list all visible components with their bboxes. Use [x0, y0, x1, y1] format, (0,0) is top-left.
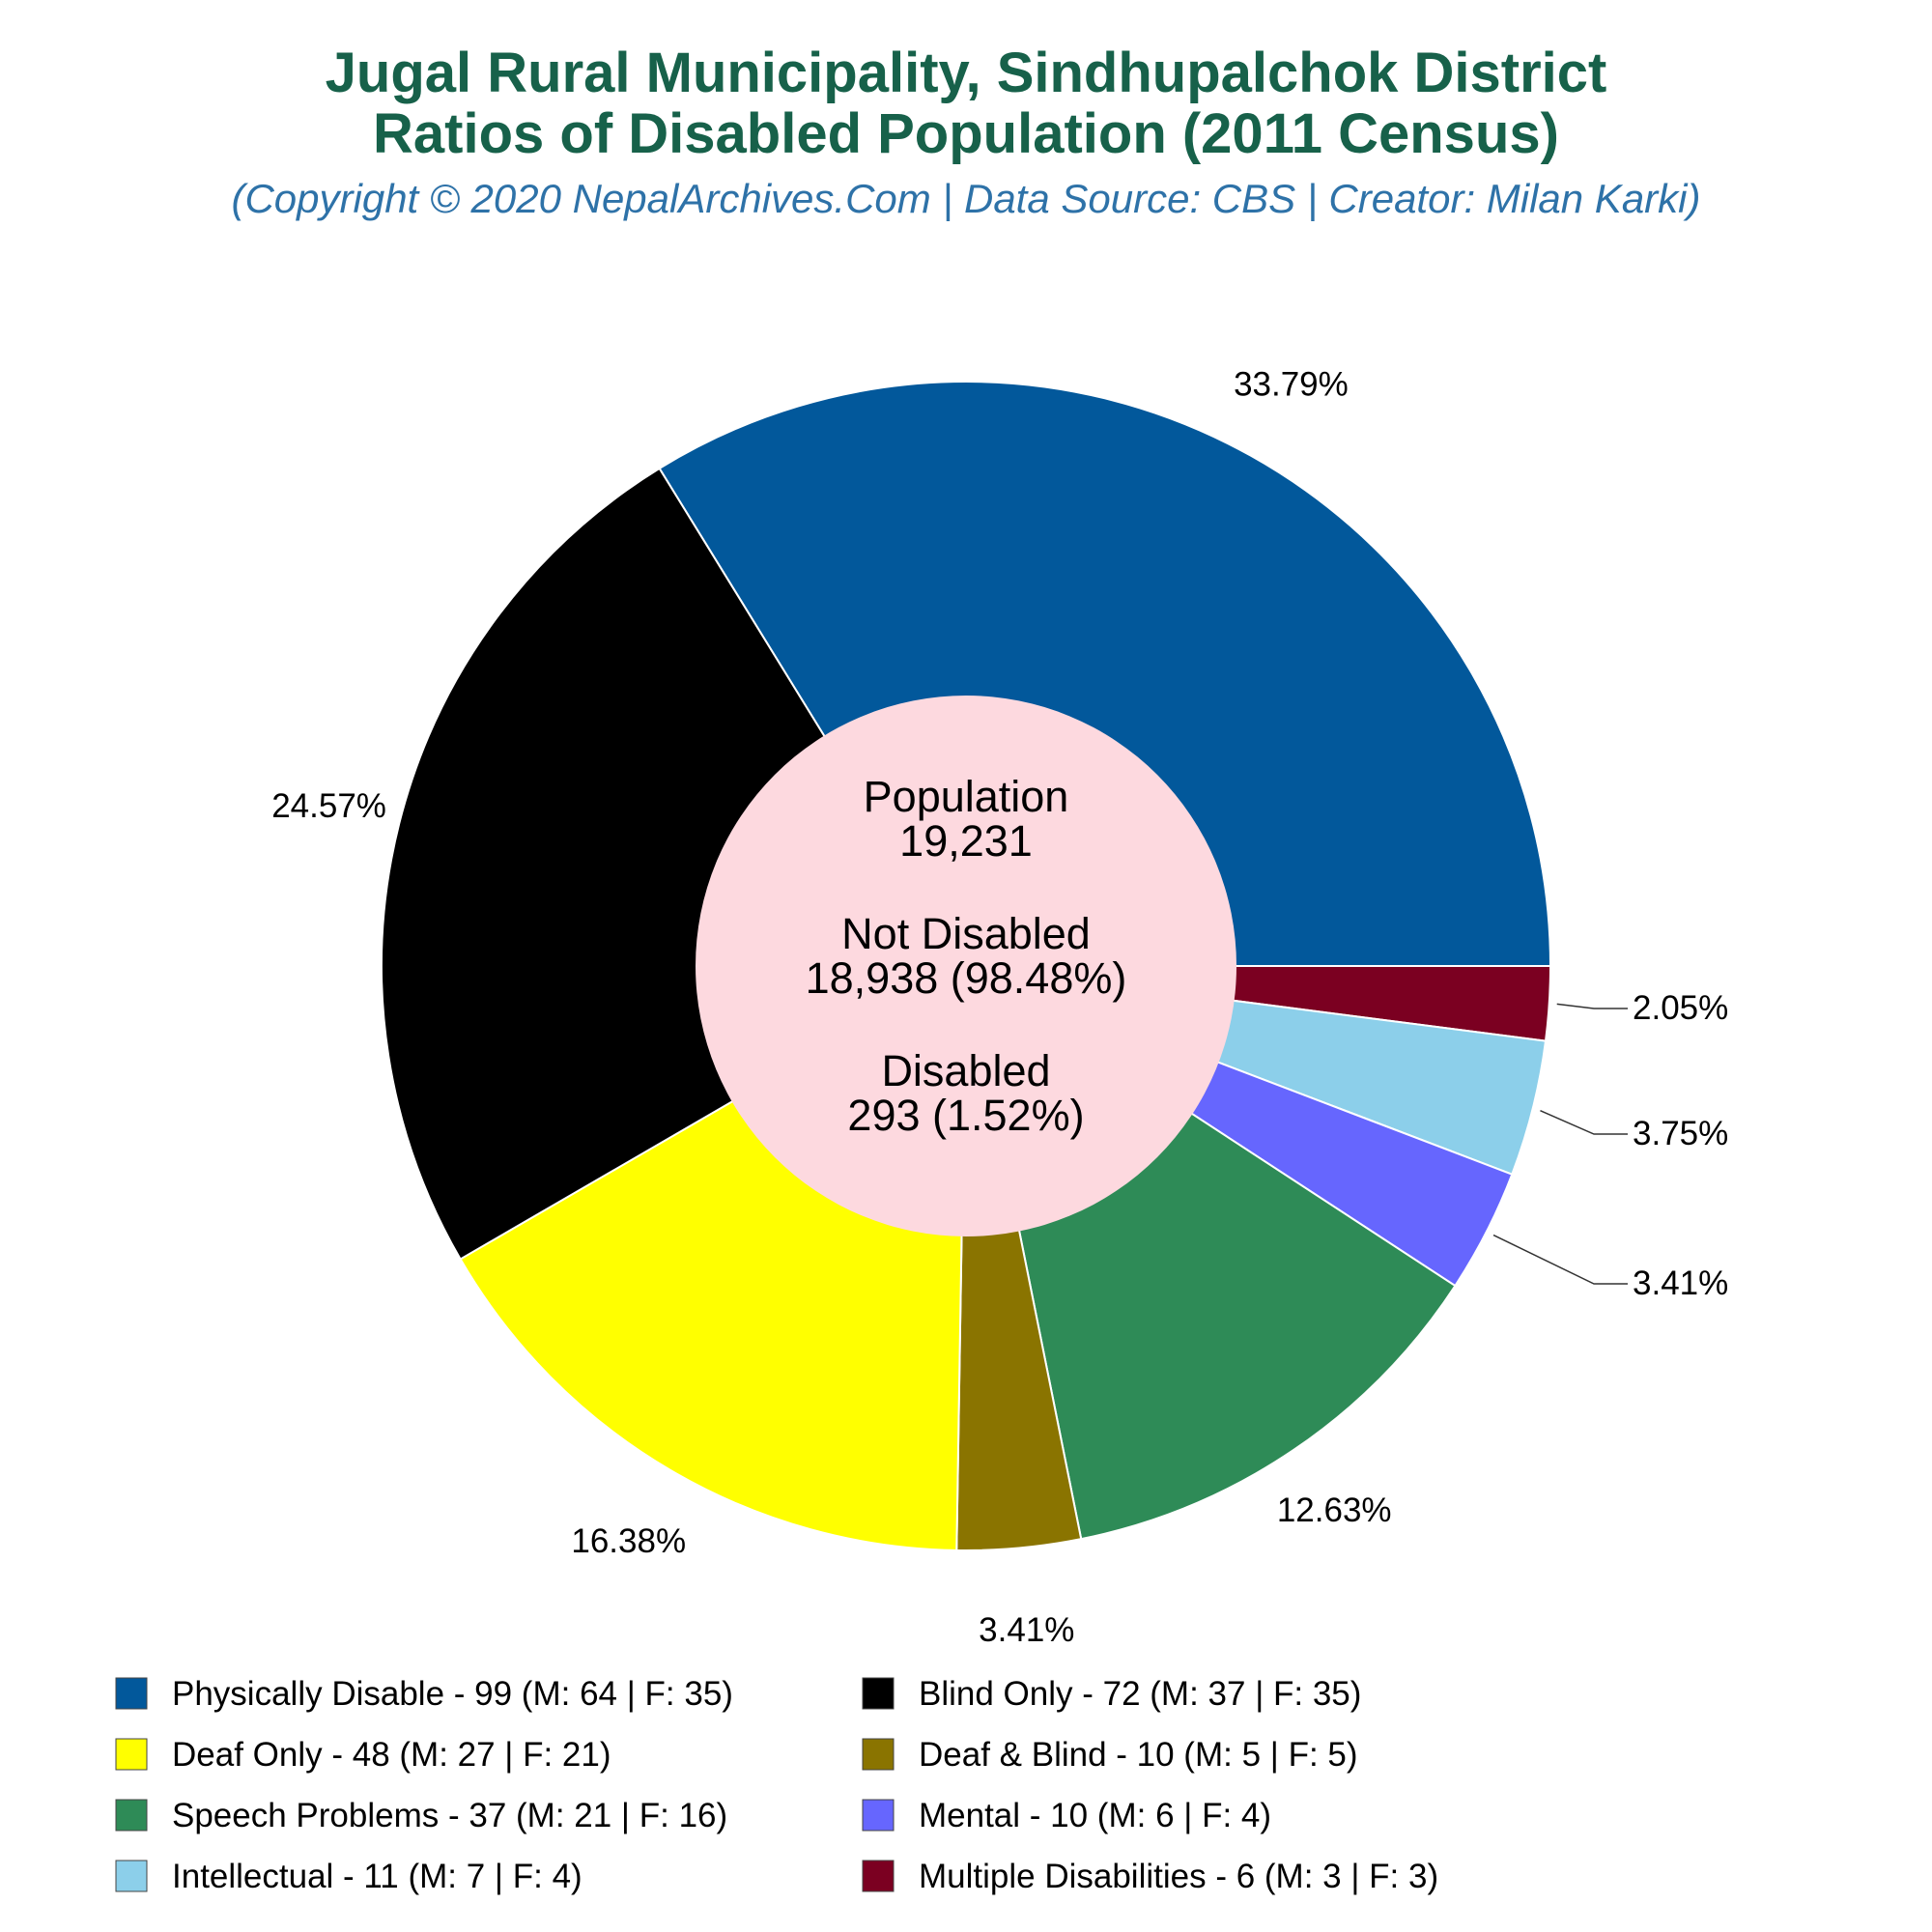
legend-label-speech-problems: Speech Problems - 37 (M: 21 | F: 16): [172, 1797, 727, 1834]
legend-label-deaf-only: Deaf Only - 48 (M: 27 | F: 21): [172, 1736, 611, 1774]
center-disabled-label: Disabled: [881, 1046, 1050, 1095]
legend-swatch-multiple-disabilities: [862, 1860, 895, 1892]
chart-credit: (Copyright © 2020 NepalArchives.Com | Da…: [231, 176, 1700, 222]
percent-label-deaf-blind: 3.41%: [979, 1611, 1074, 1649]
center-not-disabled-value: 18,938 (98.48%): [806, 953, 1127, 1003]
percent-label-speech-problems: 12.63%: [1277, 1492, 1392, 1529]
center-summary-circle: [696, 696, 1236, 1236]
percent-label-deaf-only: 16.38%: [571, 1522, 686, 1560]
legend-swatch-intellectual: [115, 1860, 148, 1892]
legend-swatch-deaf-blind: [862, 1738, 895, 1771]
leader-line-multiple-disabilities: [1556, 1003, 1628, 1009]
legend-swatch-blind-only: [862, 1677, 895, 1710]
center-population-value: 19,231: [899, 816, 1033, 866]
legend-swatch-deaf-only: [115, 1738, 148, 1771]
chart-subtitle: Ratios of Disabled Population (2011 Cens…: [373, 102, 1559, 165]
leader-line-intellectual: [1540, 1109, 1628, 1135]
legend-swatch-mental: [862, 1799, 895, 1832]
legend-label-mental: Mental - 10 (M: 6 | F: 4): [919, 1797, 1271, 1834]
legend-swatch-speech-problems: [115, 1799, 148, 1832]
legend-label-blind-only: Blind Only - 72 (M: 37 | F: 35): [919, 1675, 1361, 1713]
chart-title: Jugal Rural Municipality, Sindhupalchok …: [326, 42, 1607, 104]
legend-label-intellectual: Intellectual - 11 (M: 7 | F: 4): [172, 1858, 582, 1895]
legend-swatch-physically-disable: [115, 1677, 148, 1710]
percent-label-blind-only: 24.57%: [271, 787, 386, 825]
legend-label-deaf-blind: Deaf & Blind - 10 (M: 5 | F: 5): [919, 1736, 1358, 1774]
center-not-disabled-label: Not Disabled: [841, 909, 1091, 958]
leader-lines: [1492, 1003, 1628, 1285]
legend: Physically Disable - 99 (M: 64 | F: 35) B…: [115, 1675, 1438, 1895]
slice-blind-only: [381, 467, 968, 1261]
percent-label-physically-disable: 33.79%: [1234, 366, 1349, 404]
percent-labels: 33.79% 2.05% 3.75% 3.41% 12.63% 3.41% 16.38% 24…: [271, 366, 1728, 1650]
legend-label-multiple-disabilities: Multiple Disabilities - 6 (M: 3 | F: 3): [919, 1858, 1438, 1895]
percent-label-intellectual: 3.75%: [1633, 1115, 1728, 1152]
center-disabled-value: 293 (1.52%): [847, 1091, 1084, 1140]
percent-label-mental: 3.41%: [1633, 1264, 1728, 1302]
percent-label-multiple-disabilities: 2.05%: [1633, 989, 1728, 1027]
legend-label-physically-disable: Physically Disable - 99 (M: 64 | F: 35): [172, 1675, 733, 1713]
center-population-label: Population: [864, 772, 1069, 821]
leader-line-mental: [1492, 1234, 1628, 1285]
